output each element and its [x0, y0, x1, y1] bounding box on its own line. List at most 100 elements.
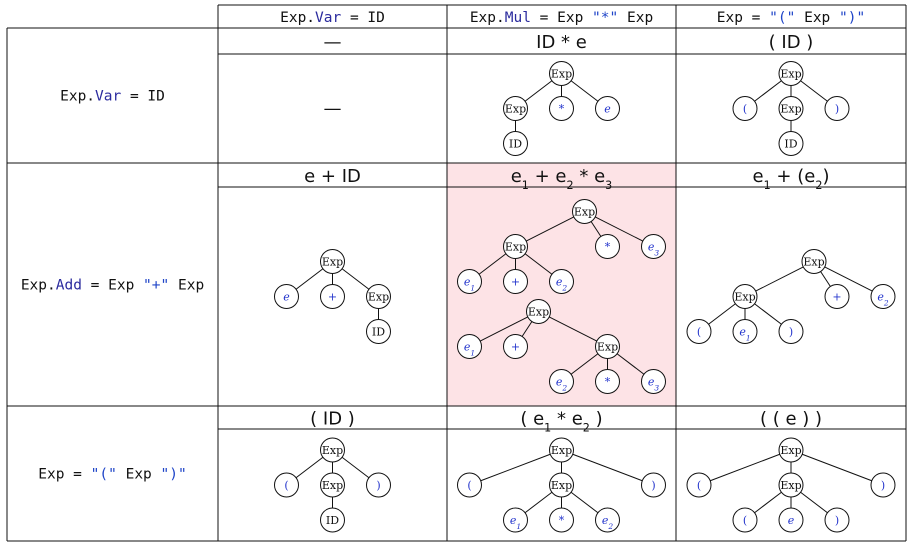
tree-node-label: +: [511, 341, 520, 354]
tree-node-label: *: [559, 103, 565, 116]
tree-node-label: e1: [510, 514, 521, 531]
tree-node-label: *: [605, 376, 611, 389]
tree-edge: [480, 453, 551, 482]
tree-edge: [824, 266, 873, 292]
tree-node-label: +: [511, 276, 520, 289]
tree-edge: [590, 221, 602, 237]
tree-node: [320, 284, 345, 309]
tree-node: [641, 369, 666, 394]
tree-edge: [570, 353, 599, 375]
tree-edge: [479, 316, 529, 342]
tree-node-label: Exp: [322, 256, 343, 269]
tree-node: [824, 507, 850, 533]
tree-node-label: ID: [509, 138, 522, 151]
tree-node-label: ): [789, 326, 793, 339]
parse-tree: e + ID Exp Exp: [274, 249, 391, 344]
tree-node: [549, 96, 574, 121]
parse-tree: e1 + e2 Exp * e3 Exp: [457, 199, 666, 294]
row-header: Exp.Var = ID: [60, 89, 165, 105]
derivation-label: e + ID: [304, 166, 361, 187]
tree-node: [320, 507, 345, 533]
tree-edge: [800, 80, 828, 102]
tree-node-label: e1: [739, 326, 750, 343]
derivation-cell: ( ID ) (ID Exp) Exp: [274, 409, 391, 533]
tree-node-label: ): [651, 479, 655, 492]
tree-edge: [708, 303, 736, 325]
tree-node-label: Exp: [551, 444, 572, 457]
tree-node-label: ): [835, 514, 839, 527]
tree-edge: [525, 216, 575, 242]
tree-edge: [820, 271, 831, 287]
tree-node: [457, 269, 482, 294]
tree-node-label: *: [559, 514, 565, 527]
tree-node: [824, 284, 850, 309]
tree-node: [320, 472, 345, 498]
parse-tree: (e1) Exp + e2 Exp: [686, 249, 896, 344]
tree-node-label: e: [283, 291, 290, 304]
tree-edge: [524, 253, 553, 275]
tree-node: [503, 334, 528, 359]
tree-node-label: Exp: [528, 306, 549, 319]
tree-node: [732, 319, 758, 344]
derivation-cell: ( ID ) (ID Exp) Exp: [732, 32, 850, 156]
tree-node-label: Exp: [734, 291, 755, 304]
tree-edge: [755, 266, 804, 292]
tree-node: [824, 96, 850, 121]
tree-node-label: (: [697, 326, 701, 339]
tree-edge: [570, 491, 599, 514]
tree-node-label: Exp: [780, 103, 801, 116]
tree-node-label: Exp: [803, 256, 824, 269]
derivation-label: ( ID ): [769, 32, 814, 53]
tree-node: [526, 299, 551, 324]
tree-node: [549, 61, 574, 86]
tree-node: [732, 284, 758, 309]
tree-node: [549, 369, 574, 394]
tree-node: [778, 507, 804, 533]
tree-edge: [754, 491, 782, 514]
tree-node-label: e1: [464, 276, 475, 293]
tree-node: [595, 369, 620, 394]
tree-node: [778, 319, 804, 344]
derivation-label: e1 + e2 * e3: [511, 166, 613, 192]
tree-edge: [570, 80, 599, 102]
derivation-label: e1 + (e2): [753, 166, 830, 192]
tree-node: [503, 96, 528, 121]
tree-node: [549, 507, 574, 533]
tree-node: [870, 284, 896, 309]
tree-node-label: ID: [784, 138, 797, 151]
derivation-label: —: [324, 32, 342, 53]
tree-node-label: +: [832, 291, 841, 304]
tree-node: [595, 507, 620, 533]
derivation-cell: e + ID e + ID Exp Exp: [274, 166, 391, 344]
derivation-cell: e1 + (e2) (e1) Exp + e2 Exp: [686, 166, 896, 344]
tree-edge: [295, 268, 324, 290]
tree-edge: [521, 321, 533, 337]
tree-node-label: e2: [556, 276, 568, 293]
tree-node-label: Exp: [368, 291, 389, 304]
tree-node: [274, 472, 299, 498]
row-header: Exp.Add = Exp "+" Exp: [21, 278, 204, 294]
tree-edge: [594, 216, 644, 242]
tree-node: [641, 472, 666, 498]
derivation-cell: ——: [324, 32, 342, 120]
derivation-label: ( ID ): [310, 409, 355, 430]
tree-node-label: e1: [464, 341, 475, 358]
parse-tree: (ID Exp) Exp: [732, 61, 850, 156]
parse-tree: (ID Exp) Exp: [274, 437, 391, 533]
tree-node-label: e2: [602, 514, 614, 531]
tree-node: [503, 234, 528, 259]
tree-node: [732, 96, 758, 121]
tree-node-label: Exp: [574, 206, 595, 219]
tree-edge: [754, 303, 782, 325]
parse-tree: ((e) Exp) Exp: [686, 437, 896, 533]
tree-node: [595, 234, 620, 259]
derivation-cell: ( ( e ) ) ((e) Exp) Exp: [686, 409, 896, 533]
tree-edge: [572, 453, 643, 482]
tree-node-label: ID: [326, 514, 339, 527]
tree-node: [503, 507, 528, 533]
tree-node: [503, 131, 528, 156]
tree-node-label: Exp: [551, 68, 572, 81]
tree-edge: [478, 253, 507, 275]
parse-tree: (e1 * e2 Exp) Exp: [457, 437, 666, 533]
